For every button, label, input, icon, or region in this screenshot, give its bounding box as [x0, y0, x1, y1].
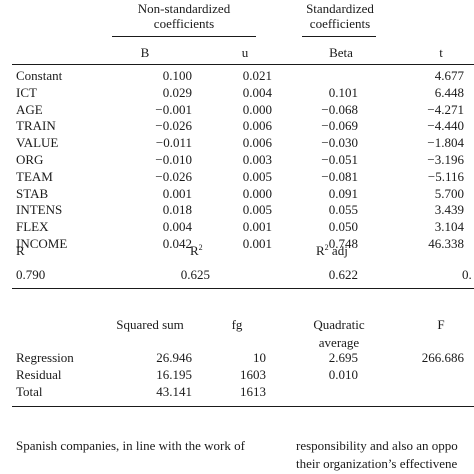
coef-cell-b: −0.011 — [155, 135, 192, 151]
anova-cell-ms: 0.010 — [328, 367, 358, 382]
coef-cell-name: AGE — [16, 101, 43, 117]
coef-cell-t: 46.338 — [428, 236, 464, 251]
anova-cell-fg: 1603 — [240, 367, 266, 382]
coef-cell-name: ICT — [16, 84, 37, 100]
coef-cell-b: 0.001 — [162, 185, 192, 201]
coef-cell-t: −1.804 — [427, 135, 464, 151]
body-text-left-line1: Spanish companies, in line with the work… — [16, 438, 245, 453]
coef-cell-beta: −0.051 — [321, 152, 358, 167]
coef-cell-t: −4.440 — [427, 118, 464, 134]
coef-cell-u: 0.003 — [242, 152, 272, 167]
coef-cell-b: 0.004 — [162, 219, 192, 235]
nonstd-header-line2: coefficients — [153, 16, 215, 31]
col-header-u: u — [241, 45, 249, 60]
coef-cell-beta: 0.050 — [328, 219, 358, 235]
anova-cell-ss: 16.195 — [156, 367, 192, 382]
header-rule — [12, 64, 474, 65]
body-text-right-line2: their organization’s effectivene — [296, 456, 458, 471]
anova-cell-name: Residual — [16, 367, 62, 382]
coef-cell-beta: −0.069 — [321, 118, 358, 134]
bottom-rule — [12, 406, 474, 407]
coef-cell-u: 0.006 — [242, 118, 272, 134]
coef-cell-name: ORG — [16, 152, 44, 167]
coef-cell-b: 0.029 — [162, 84, 192, 100]
coef-cell-t: 5.700 — [434, 185, 464, 201]
coef-cell-beta: −0.068 — [321, 101, 358, 117]
coef-cell-u: 0.000 — [242, 185, 272, 201]
coef-cell-name: Constant — [16, 68, 63, 83]
coef-cell-b: −0.001 — [155, 101, 192, 117]
coef-cell-u: 0.021 — [242, 68, 272, 83]
std-underline — [302, 36, 376, 37]
anova-cell-ss: 43.141 — [156, 384, 192, 399]
std-header-line2: coefficients — [309, 16, 371, 31]
r2adj-label: R2 adj — [316, 243, 348, 258]
coef-cell-b: 0.018 — [162, 202, 192, 218]
coef-cell-t: −4.271 — [427, 101, 464, 117]
fit-rule — [12, 288, 474, 289]
coef-cell-name: TRAIN — [16, 118, 56, 134]
cut-value: 0. — [462, 267, 472, 282]
std-header-line1: Standardized — [306, 1, 374, 16]
anova-cell-f: 266.686 — [421, 350, 464, 365]
coef-cell-b: −0.026 — [155, 168, 192, 184]
anova-cell-name: Total — [16, 384, 43, 399]
coef-cell-b: 0.100 — [162, 68, 192, 83]
coef-cell-beta: 0.101 — [328, 84, 358, 100]
anova-header-f: F — [437, 317, 445, 332]
coef-cell-t: −5.116 — [427, 168, 464, 184]
anova-header-ss: Squared sum — [116, 317, 184, 332]
coef-cell-beta: 0.091 — [328, 185, 358, 201]
coef-cell-beta: 0.055 — [328, 202, 358, 218]
anova-header-ms-line2: average — [318, 335, 360, 350]
r2-value: 0.625 — [180, 267, 210, 282]
r2adj-value: 0.622 — [328, 267, 358, 282]
coef-cell-u: 0.004 — [242, 84, 272, 100]
coef-cell-u: 0.001 — [242, 236, 272, 251]
col-header-t: t — [439, 45, 443, 60]
anova-header-ms-line1: Quadratic — [313, 317, 365, 332]
coef-cell-t: 4.677 — [434, 68, 464, 83]
nonstd-underline — [112, 36, 256, 37]
coef-cell-u: 0.000 — [242, 101, 272, 117]
coef-cell-name: VALUE — [16, 135, 59, 151]
coef-cell-beta: −0.081 — [321, 168, 358, 184]
coef-cell-name: FLEX — [16, 219, 49, 235]
col-header-b: B — [140, 45, 150, 60]
anova-cell-ms: 2.695 — [328, 350, 358, 365]
anova-cell-fg: 1613 — [240, 384, 266, 399]
coef-cell-u: 0.005 — [242, 202, 272, 218]
coef-cell-t: 3.439 — [434, 202, 464, 218]
coef-cell-name: INCOME — [16, 236, 68, 251]
coef-cell-t: 3.104 — [434, 219, 464, 235]
anova-cell-fg: 10 — [253, 350, 266, 365]
coef-cell-beta: −0.030 — [321, 135, 358, 151]
coef-cell-t: −3.196 — [427, 152, 464, 167]
col-header-beta: Beta — [329, 45, 353, 60]
r-value: 0.790 — [16, 267, 46, 282]
coef-cell-t: 6.448 — [434, 84, 464, 100]
nonstd-header-line1: Non-standardized — [137, 1, 231, 16]
coef-cell-name: INTENS — [16, 202, 63, 218]
coef-cell-u: 0.006 — [242, 135, 272, 151]
coef-cell-u: 0.001 — [242, 219, 272, 235]
anova-cell-ss: 26.946 — [156, 350, 192, 365]
coef-cell-b: 0.042 — [162, 236, 192, 251]
r2-label: R2 — [190, 243, 203, 258]
coef-cell-name: TEAM — [16, 168, 53, 184]
anova-header-fg: fg — [231, 317, 243, 332]
anova-cell-name: Regression — [16, 350, 74, 365]
body-text-right-line1: responsibility and also an oppo — [296, 438, 458, 453]
coef-cell-b: −0.010 — [155, 152, 192, 167]
r-label: R — [16, 243, 25, 258]
coef-cell-name: STAB — [16, 185, 49, 201]
coef-cell-u: 0.005 — [242, 168, 272, 184]
coef-cell-beta: 0.748 — [328, 236, 358, 251]
coef-cell-b: −0.026 — [155, 118, 192, 134]
